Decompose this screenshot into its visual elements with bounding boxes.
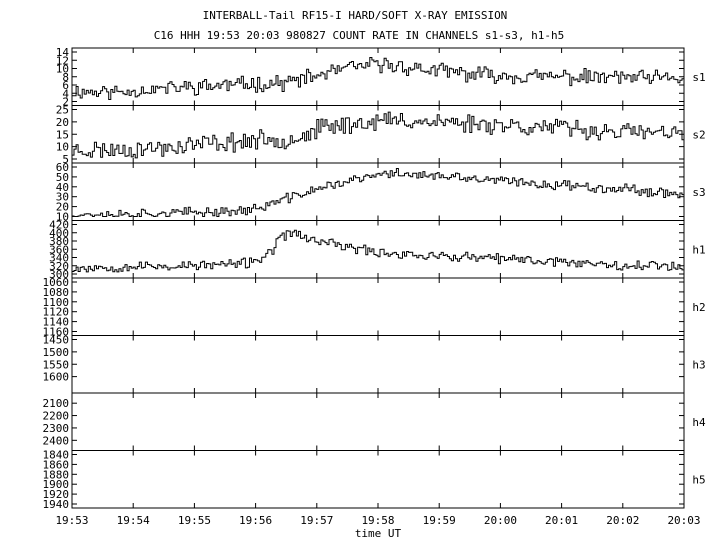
y-tick-label-h2: 1160: [43, 326, 70, 339]
y-tick-label-s2: 10: [56, 141, 69, 154]
y-tick-label-h4: 2400: [43, 434, 70, 447]
panel-frame-h5: [71, 450, 685, 509]
y-tick-label-h3: 1550: [43, 358, 70, 371]
channel-label-h3: h3: [692, 358, 705, 371]
series-trace-s3: [72, 168, 684, 217]
y-tick-label-s2: 20: [56, 116, 69, 129]
y-tick-label-h1: 340: [49, 252, 69, 265]
chart-title: INTERBALL-Tail RF15-I HARD/SOFT X-RAY EM…: [203, 9, 508, 22]
time-axis: 19:53 19:54 19:55 19:56 19:57 19:58 19:59 20:00…: [55, 514, 700, 527]
chart-subtitle: C16 HHH 19:53 20:03 980827 COUNT RATE IN…: [154, 29, 565, 42]
y-tick-label-h1: 320: [49, 260, 69, 273]
y-tick-label-s3: 50: [56, 171, 69, 184]
y-tick-label-h3: 1600: [43, 371, 70, 384]
y-tick-label-s3: 30: [56, 191, 69, 204]
y-tick-label-h1: 300: [49, 268, 69, 281]
y-tick-label-h5: 1940: [43, 498, 70, 511]
y-tick-label-s1: 10: [56, 63, 69, 76]
y-tick-label-s3: 60: [56, 161, 69, 174]
y-tick-label-h4: 2300: [43, 422, 70, 435]
x-axis-label: time UT: [355, 527, 402, 540]
y-tick-label-h1: 380: [49, 235, 69, 248]
x-tick-label: 19:56: [239, 514, 272, 527]
y-tick-label-h5: 1880: [43, 468, 70, 481]
y-tick-label-h4: 2200: [43, 410, 70, 423]
channel-label-s2: s2: [692, 128, 705, 141]
x-tick-label: 20:02: [606, 514, 639, 527]
y-tick-label-h2: 1060: [43, 276, 70, 289]
y-tick-label-s1: 14: [56, 46, 70, 59]
y-tick-label-h1: 360: [49, 243, 69, 256]
x-tick-label: 19:53: [55, 514, 88, 527]
chart-panels: 1412108642s1252015105s2605040302010s3420…: [43, 46, 706, 511]
x-tick-label: 19:55: [178, 514, 211, 527]
y-tick-label-s3: 40: [56, 181, 69, 194]
y-tick-label-h5: 1920: [43, 488, 70, 501]
panel-frame-s1: [71, 47, 685, 106]
x-tick-label: 19:59: [423, 514, 456, 527]
channel-label-h4: h4: [692, 416, 706, 429]
y-tick-label-s1: 4: [62, 87, 69, 100]
y-tick-label-h4: 2100: [43, 397, 70, 410]
x-tick-label: 19:58: [361, 514, 394, 527]
channel-label-h5: h5: [692, 473, 705, 486]
y-tick-label-h1: 420: [49, 219, 69, 232]
y-tick-label-h3: 1500: [43, 346, 70, 359]
series-trace-h1: [72, 229, 684, 273]
y-tick-label-s2: 5: [62, 153, 69, 166]
y-tick-label-h5: 1860: [43, 458, 70, 471]
y-tick-label-s3: 10: [56, 211, 69, 224]
y-tick-label-h2: 1080: [43, 286, 70, 299]
x-tick-label: 20:00: [484, 514, 517, 527]
y-tick-label-s2: 15: [56, 128, 69, 141]
panel-frame-h2: [71, 277, 685, 336]
series-trace-s1: [72, 57, 684, 100]
y-tick-label-s1: 8: [62, 71, 69, 84]
channel-label-s1: s1: [692, 71, 705, 84]
y-tick-label-s1: 6: [62, 79, 69, 92]
y-tick-label-h5: 1840: [43, 449, 70, 462]
channel-label-s3: s3: [692, 186, 705, 199]
channel-label-h2: h2: [692, 301, 705, 314]
panel-frame-h4: [71, 392, 685, 451]
y-tick-label-h1: 400: [49, 227, 69, 240]
x-tick-label: 19:57: [300, 514, 333, 527]
panel-frame-h3: [71, 335, 685, 394]
panel-frame-h1: [71, 220, 685, 279]
y-tick-label-s3: 20: [56, 201, 69, 214]
x-tick-label: 20:03: [667, 514, 700, 527]
x-tick-label: 20:01: [545, 514, 578, 527]
y-tick-label-s1: 2: [62, 96, 69, 109]
series-trace-s2: [72, 111, 684, 159]
y-tick-label-h5: 1900: [43, 478, 70, 491]
y-tick-label-s2: 25: [56, 104, 69, 117]
y-tick-label-s1: 12: [56, 54, 69, 67]
y-tick-label-h2: 1140: [43, 316, 70, 329]
y-tick-label-h3: 1450: [43, 334, 70, 347]
x-tick-label: 19:54: [117, 514, 150, 527]
y-tick-label-h2: 1120: [43, 306, 70, 319]
y-tick-label-h2: 1100: [43, 296, 70, 309]
channel-label-h1: h1: [692, 243, 705, 256]
